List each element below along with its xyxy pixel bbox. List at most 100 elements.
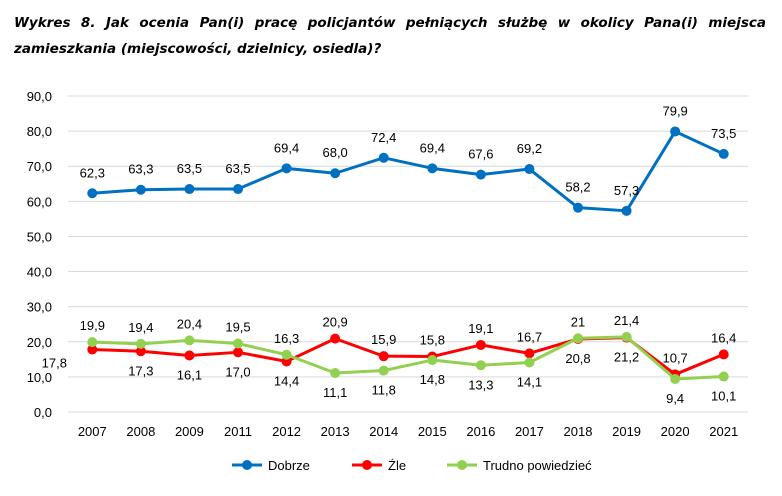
x-tick-label: 2019 xyxy=(612,424,641,439)
data-point xyxy=(330,168,341,179)
data-point xyxy=(378,351,389,362)
x-tick-label: 2018 xyxy=(564,424,593,439)
data-label: 63,5 xyxy=(225,161,250,176)
data-point xyxy=(427,163,438,174)
data-point xyxy=(281,349,292,360)
data-label: 68,0 xyxy=(322,145,347,160)
data-label: 63,3 xyxy=(128,162,153,177)
data-label: 69,2 xyxy=(517,141,542,156)
data-point xyxy=(330,368,341,379)
data-label: 72,4 xyxy=(371,130,396,145)
y-tick-label: 10,0 xyxy=(27,370,52,385)
data-point xyxy=(718,371,729,382)
data-label: 62,3 xyxy=(80,165,105,180)
x-tick-label: 2016 xyxy=(466,424,495,439)
data-point xyxy=(87,337,98,348)
data-label: 11,8 xyxy=(372,383,396,398)
y-tick-label: 20,0 xyxy=(27,335,52,350)
data-point xyxy=(524,164,535,175)
x-tick-label: 2007 xyxy=(78,424,107,439)
data-label: 14,8 xyxy=(420,372,445,387)
legend-label: Dobrze xyxy=(268,458,310,473)
x-tick-label: 2009 xyxy=(175,424,204,439)
data-label: 57,3 xyxy=(614,183,639,198)
x-tick-label: 2012 xyxy=(272,424,301,439)
data-label: 13,3 xyxy=(468,377,493,392)
data-point xyxy=(573,333,583,344)
y-tick-label: 70,0 xyxy=(27,159,52,174)
x-tick-label: 2021 xyxy=(709,424,738,439)
data-point xyxy=(718,349,729,360)
data-label: 20,4 xyxy=(177,316,202,331)
data-label: 21,2 xyxy=(614,350,639,365)
x-tick-label: 2008 xyxy=(126,424,155,439)
data-point xyxy=(330,333,341,344)
y-tick-label: 50,0 xyxy=(27,229,52,244)
data-label: 17,8 xyxy=(42,356,67,371)
legend-marker-icon xyxy=(457,460,467,470)
x-tick-label: 2011 xyxy=(224,424,252,439)
data-point xyxy=(184,184,195,195)
data-label: 14,1 xyxy=(517,374,542,389)
data-label: 14,4 xyxy=(274,373,299,388)
y-tick-label: 60,0 xyxy=(27,194,52,209)
data-label: 69,4 xyxy=(274,140,299,155)
data-label: 15,8 xyxy=(420,333,445,348)
data-label: 15,9 xyxy=(371,332,396,347)
data-label: 21 xyxy=(571,314,585,329)
data-label: 10,7 xyxy=(662,350,687,365)
data-label: 21,4 xyxy=(614,313,639,328)
data-point xyxy=(670,126,681,137)
data-point xyxy=(184,335,195,346)
data-label: 16,7 xyxy=(517,329,542,344)
legend-marker-icon xyxy=(362,460,372,470)
data-point xyxy=(135,338,146,349)
data-point xyxy=(621,205,632,216)
data-label: 19,4 xyxy=(128,320,153,335)
data-point xyxy=(670,373,681,384)
data-label: 9,4 xyxy=(666,391,684,406)
data-label: 11,1 xyxy=(323,385,347,400)
data-point xyxy=(524,348,535,359)
x-tick-label: 2020 xyxy=(661,424,690,439)
data-point xyxy=(427,355,438,366)
data-label: 67,6 xyxy=(468,147,493,162)
series-line-2 xyxy=(92,335,724,381)
data-label: 20,8 xyxy=(565,351,590,366)
data-point xyxy=(475,169,486,180)
x-tick-label: 2017 xyxy=(515,424,544,439)
data-label: 73,5 xyxy=(711,126,736,141)
data-point xyxy=(233,347,243,358)
data-point xyxy=(233,184,243,195)
data-label: 19,5 xyxy=(225,320,250,335)
data-label: 63,5 xyxy=(177,161,202,176)
data-point xyxy=(184,350,195,361)
x-tick-label: 2013 xyxy=(321,424,350,439)
legend-label: Źle xyxy=(388,458,406,473)
data-label: 17,3 xyxy=(128,363,153,378)
y-tick-label: 40,0 xyxy=(27,265,52,280)
data-label: 10,1 xyxy=(711,389,736,404)
data-label: 19,9 xyxy=(80,318,105,333)
y-tick-label: 80,0 xyxy=(27,124,52,139)
x-tick-label: 2014 xyxy=(369,424,398,439)
data-label: 16,4 xyxy=(711,330,736,345)
data-point xyxy=(87,188,98,199)
series-line-0 xyxy=(92,129,725,213)
data-point xyxy=(378,152,389,163)
data-label: 69,4 xyxy=(420,140,445,155)
data-point xyxy=(718,148,729,159)
data-point xyxy=(573,202,583,213)
data-point xyxy=(135,346,146,357)
legend-label: Trudno powiedzieć xyxy=(483,458,592,473)
data-point xyxy=(233,338,243,349)
data-label: 79,9 xyxy=(662,103,687,118)
data-point xyxy=(135,184,146,195)
data-label: 20,9 xyxy=(322,315,347,330)
data-point xyxy=(281,163,292,174)
y-tick-label: 90,0 xyxy=(27,89,52,104)
data-point xyxy=(378,365,389,376)
data-point xyxy=(621,331,632,342)
data-point xyxy=(475,360,486,371)
